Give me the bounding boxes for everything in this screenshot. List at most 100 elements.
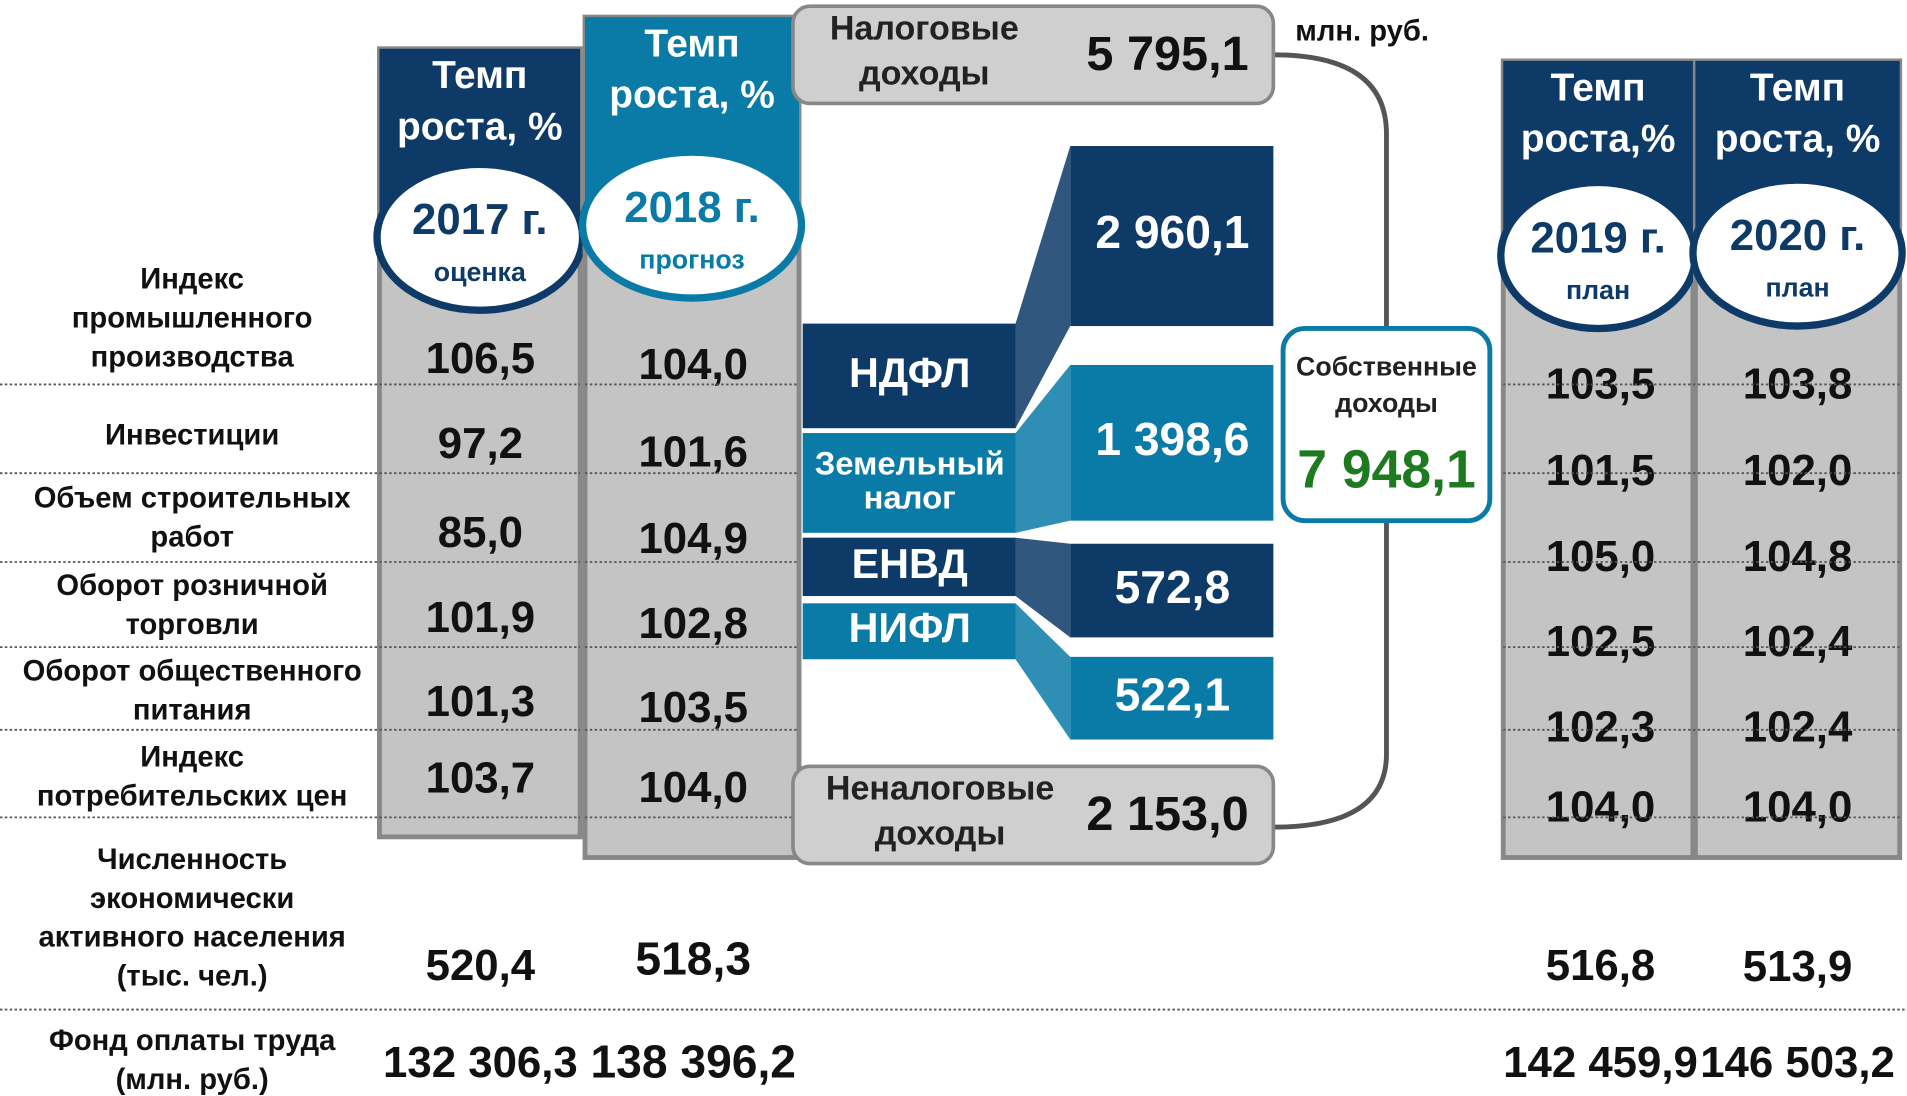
row-label: Оборот розничной <box>56 570 327 602</box>
tax-value: 2 960,1 <box>1095 206 1249 258</box>
cell-value: 142 459,9 <box>1503 1038 1698 1087</box>
tax-name: ЕНВД <box>852 541 968 587</box>
year-badge <box>578 148 806 302</box>
row-label: торговли <box>126 609 259 641</box>
tax-band <box>802 603 1016 660</box>
cell-value: 513,9 <box>1743 942 1853 991</box>
box-value: 2 153,0 <box>1086 787 1248 841</box>
row-label: питания <box>133 694 252 726</box>
box-label: доходы <box>859 55 990 93</box>
cell-value: 101,6 <box>638 428 748 477</box>
tax-name: Земельный <box>815 445 1005 482</box>
cell-value: 101,5 <box>1546 446 1656 495</box>
column-header-text: Темп <box>1750 66 1845 109</box>
column-header-text: роста, % <box>1715 117 1881 160</box>
own-label: доходы <box>1335 388 1438 418</box>
box-label: Неналоговые <box>826 770 1054 808</box>
tax-value: 572,8 <box>1115 561 1231 613</box>
year: 2017 г. <box>412 195 548 244</box>
tax-connector <box>1015 603 1071 740</box>
row-label: промышленного <box>72 303 313 335</box>
column-header-text: Темп <box>1550 66 1645 109</box>
cell-value: 106,5 <box>426 334 536 383</box>
tax-band <box>802 323 1016 429</box>
box-label: доходы <box>875 815 1006 853</box>
row-label: производства <box>91 342 295 374</box>
column-header-text: роста, % <box>397 105 563 148</box>
year: 2020 г. <box>1730 211 1866 260</box>
box <box>791 4 1276 106</box>
tax-band <box>802 537 1016 597</box>
tax-value-block <box>1070 656 1274 740</box>
tax-name: НИФЛ <box>849 605 971 651</box>
own-box <box>1280 326 1493 524</box>
cell-value: 101,3 <box>426 677 536 726</box>
cell-value: 104,0 <box>1546 783 1656 832</box>
cell-value: 102,0 <box>1743 446 1853 495</box>
cell-value: 102,8 <box>638 599 748 648</box>
tax-value-block <box>1070 543 1274 638</box>
row-label: экономически <box>90 883 294 915</box>
cell-value: 104,9 <box>638 514 748 563</box>
cell-value: 104,0 <box>638 763 748 812</box>
row-label: потребительских цен <box>37 781 347 813</box>
row-label: активного населения <box>38 922 345 954</box>
cell-value: 103,7 <box>426 753 536 802</box>
row-label: Оборот общественного <box>23 655 362 687</box>
cell-value: 104,0 <box>1743 783 1853 832</box>
tax-connector <box>1015 146 1071 429</box>
row-label: Индекс <box>140 264 244 296</box>
row-label: Численность <box>97 844 287 876</box>
own-value: 7 948,1 <box>1297 440 1476 499</box>
cell-value: 105,0 <box>1546 532 1656 581</box>
cell-value: 516,8 <box>1546 941 1656 990</box>
own-label: Собственные <box>1296 352 1477 382</box>
row-label: работ <box>150 522 233 554</box>
column-header-text: Темп <box>432 54 527 97</box>
year: 2019 г. <box>1530 213 1666 262</box>
cell-value: 85,0 <box>438 508 523 557</box>
year-note: оценка <box>434 257 527 287</box>
row-label: Фонд оплаты труда <box>49 1025 336 1057</box>
cell-value: 97,2 <box>438 419 523 468</box>
tax-value-block <box>1070 146 1274 327</box>
cell-value: 520,4 <box>426 941 536 990</box>
tax-connector <box>1015 537 1071 638</box>
box-label: Налоговые <box>830 10 1019 48</box>
column-header-text: роста,% <box>1521 117 1676 160</box>
column-header-text: Темп <box>644 23 739 66</box>
cell-value: 102,4 <box>1743 617 1853 666</box>
tax-connector <box>1015 364 1071 533</box>
tax-name: налог <box>864 479 956 516</box>
unit: млн. руб. <box>1295 16 1429 48</box>
tax-name: НДФЛ <box>849 350 971 396</box>
row-label: (млн. руб.) <box>116 1064 269 1096</box>
cell-value: 138 396,2 <box>590 1036 796 1088</box>
column-header-text: роста, % <box>609 74 775 117</box>
tax-band <box>802 433 1016 533</box>
tax-value: 522,1 <box>1115 668 1231 720</box>
box <box>791 764 1276 866</box>
cell-value: 103,5 <box>638 683 748 732</box>
year: 2018 г. <box>624 183 760 232</box>
cell-value: 132 306,3 <box>383 1038 578 1087</box>
year-note: прогноз <box>639 245 744 275</box>
box-value: 5 795,1 <box>1086 27 1248 81</box>
cell-value: 101,9 <box>426 593 536 642</box>
cell-value: 104,8 <box>1743 532 1853 581</box>
row-label: Объем строительных <box>34 483 352 515</box>
year-note: план <box>1566 275 1630 305</box>
cell-value: 102,5 <box>1546 617 1656 666</box>
tax-value: 1 398,6 <box>1095 413 1249 465</box>
cell-value: 102,3 <box>1546 702 1656 751</box>
bracket <box>1273 52 1389 830</box>
year-badge <box>1689 176 1906 330</box>
cell-value: 104,0 <box>638 340 748 389</box>
cell-value: 518,3 <box>635 932 751 984</box>
row-label: Индекс <box>140 742 244 774</box>
year-note: план <box>1765 273 1829 303</box>
cell-value: 146 503,2 <box>1700 1038 1895 1087</box>
tax-value-block <box>1070 364 1274 521</box>
row-label: (тыс. чел.) <box>117 961 268 993</box>
